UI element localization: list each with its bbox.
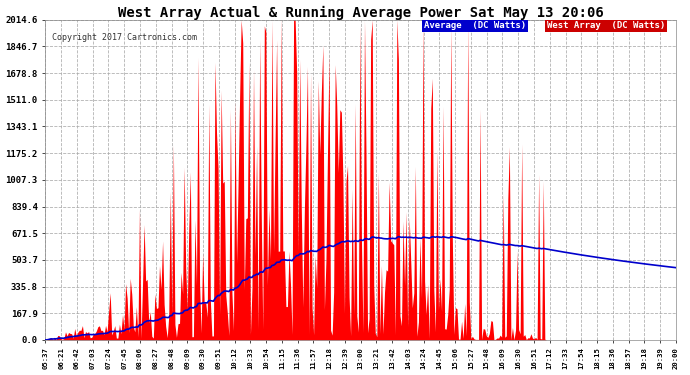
Title: West Array Actual & Running Average Power Sat May 13 20:06: West Array Actual & Running Average Powe… bbox=[118, 6, 604, 20]
Text: West Array  (DC Watts): West Array (DC Watts) bbox=[546, 21, 665, 30]
Text: Copyright 2017 Cartronics.com: Copyright 2017 Cartronics.com bbox=[52, 33, 197, 42]
Text: Average  (DC Watts): Average (DC Watts) bbox=[424, 21, 526, 30]
